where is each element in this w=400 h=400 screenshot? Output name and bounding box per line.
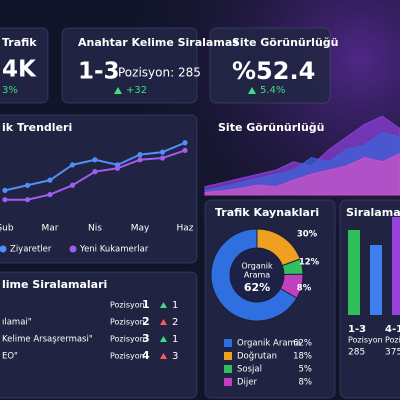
legend-swatch	[224, 339, 232, 347]
legend-label: Ziyaretler	[10, 245, 52, 255]
card-value: 4K	[2, 57, 37, 83]
donut-hole	[231, 249, 283, 301]
center-label: Organik	[241, 262, 273, 271]
x-tick-label: May	[131, 224, 150, 234]
legend-value: 5%	[299, 365, 313, 375]
change: 3	[172, 351, 178, 362]
card-change: 3%	[2, 85, 18, 96]
x-tick-label: Haz	[176, 224, 193, 234]
card-title: Trafik	[2, 36, 37, 49]
slice-label: 30%	[297, 230, 318, 240]
point	[92, 157, 98, 163]
x-tick-label: Şub	[0, 224, 14, 234]
position-label: Pozisyon	[110, 335, 145, 344]
note-count: 375	[385, 348, 400, 358]
card	[0, 114, 198, 264]
legend-value: 62%	[293, 339, 312, 349]
card-value: %52.4	[232, 57, 315, 85]
point	[137, 157, 143, 163]
point	[92, 169, 98, 175]
card-change: 5.4%	[260, 85, 285, 96]
chart-title: Trafik Kaynaklari	[215, 206, 319, 219]
x-tick-label: Nis	[88, 224, 102, 234]
bar	[348, 230, 360, 315]
legend-label: Sosjal	[237, 365, 262, 375]
point	[69, 162, 76, 168]
point	[47, 192, 53, 198]
slice	[279, 273, 304, 299]
point	[159, 149, 166, 155]
keyword: Kelime Arsaşrermasi"	[2, 335, 93, 345]
position-label: Pozisyon	[110, 352, 145, 361]
position-label: Pozisyon	[110, 318, 145, 327]
card-title: Anahtar Kelime Siralamas	[78, 36, 239, 49]
legend-swatch	[224, 378, 232, 386]
section-title: lime Siralamalari	[2, 278, 107, 291]
legend-label: Yeni Kukamerlar	[79, 245, 149, 255]
card-value: 1-3	[78, 59, 120, 85]
chart-title: ik Trendleri	[2, 121, 72, 134]
point	[24, 197, 31, 203]
center-label: Arama	[244, 271, 270, 280]
arrow-icon	[160, 302, 167, 308]
point	[182, 140, 188, 146]
arrow-icon	[160, 319, 167, 325]
point	[69, 182, 76, 188]
legend-label: Dijer	[237, 378, 257, 388]
arrow-icon	[248, 87, 256, 94]
position: 4	[142, 349, 150, 362]
arrow-icon	[160, 353, 167, 359]
legend-swatch	[224, 352, 232, 360]
position: 2	[142, 315, 150, 328]
card-change: +32	[126, 85, 147, 96]
point	[182, 147, 188, 153]
x-tick-label: 4-1	[385, 324, 400, 335]
card	[0, 27, 49, 104]
point	[24, 182, 31, 188]
position-label: Pozisyon	[110, 301, 145, 310]
card-detail: Pozisyon: 285	[118, 66, 201, 80]
position: 1	[142, 298, 150, 311]
keyword: ılamai"	[2, 318, 32, 328]
point	[114, 165, 121, 171]
area	[204, 152, 400, 196]
legend-swatch	[0, 245, 7, 253]
note-label: Pozisyon	[385, 336, 400, 345]
card-title: Site Görünürlüğü	[232, 36, 338, 49]
chart-title: Siralama Da	[346, 206, 400, 219]
note-count: 285	[348, 348, 365, 358]
slice-label: 8%	[297, 284, 312, 294]
point	[2, 187, 8, 193]
keyword: EO"	[2, 352, 18, 362]
card	[0, 271, 198, 399]
point	[47, 177, 53, 183]
bar	[370, 245, 382, 315]
card	[209, 27, 331, 104]
center-value: 62%	[244, 281, 270, 294]
point	[159, 155, 166, 161]
card	[61, 27, 198, 104]
legend-swatch	[69, 245, 77, 253]
chart-title: Site Görünürlüğü	[218, 121, 324, 134]
change: 1	[172, 300, 178, 311]
legend-value: 18%	[293, 352, 312, 362]
position: 3	[142, 332, 150, 345]
slice	[210, 228, 298, 322]
legend-label: Organik Arama	[237, 339, 301, 349]
legend-value: 8%	[299, 378, 313, 388]
x-tick-label: Mar	[42, 224, 59, 234]
point	[137, 152, 143, 158]
change: 2	[172, 317, 178, 328]
arrow-icon	[160, 336, 167, 342]
change: 1	[172, 334, 178, 345]
legend-swatch	[224, 365, 232, 373]
arrow-icon	[114, 87, 122, 94]
point	[2, 197, 8, 203]
legend-label: Doğrutan	[237, 352, 277, 362]
bar	[392, 217, 400, 315]
note-label: Pozisyon	[348, 336, 383, 345]
x-tick-label: 1-3	[348, 324, 366, 335]
slice-label: 12%	[299, 258, 320, 268]
